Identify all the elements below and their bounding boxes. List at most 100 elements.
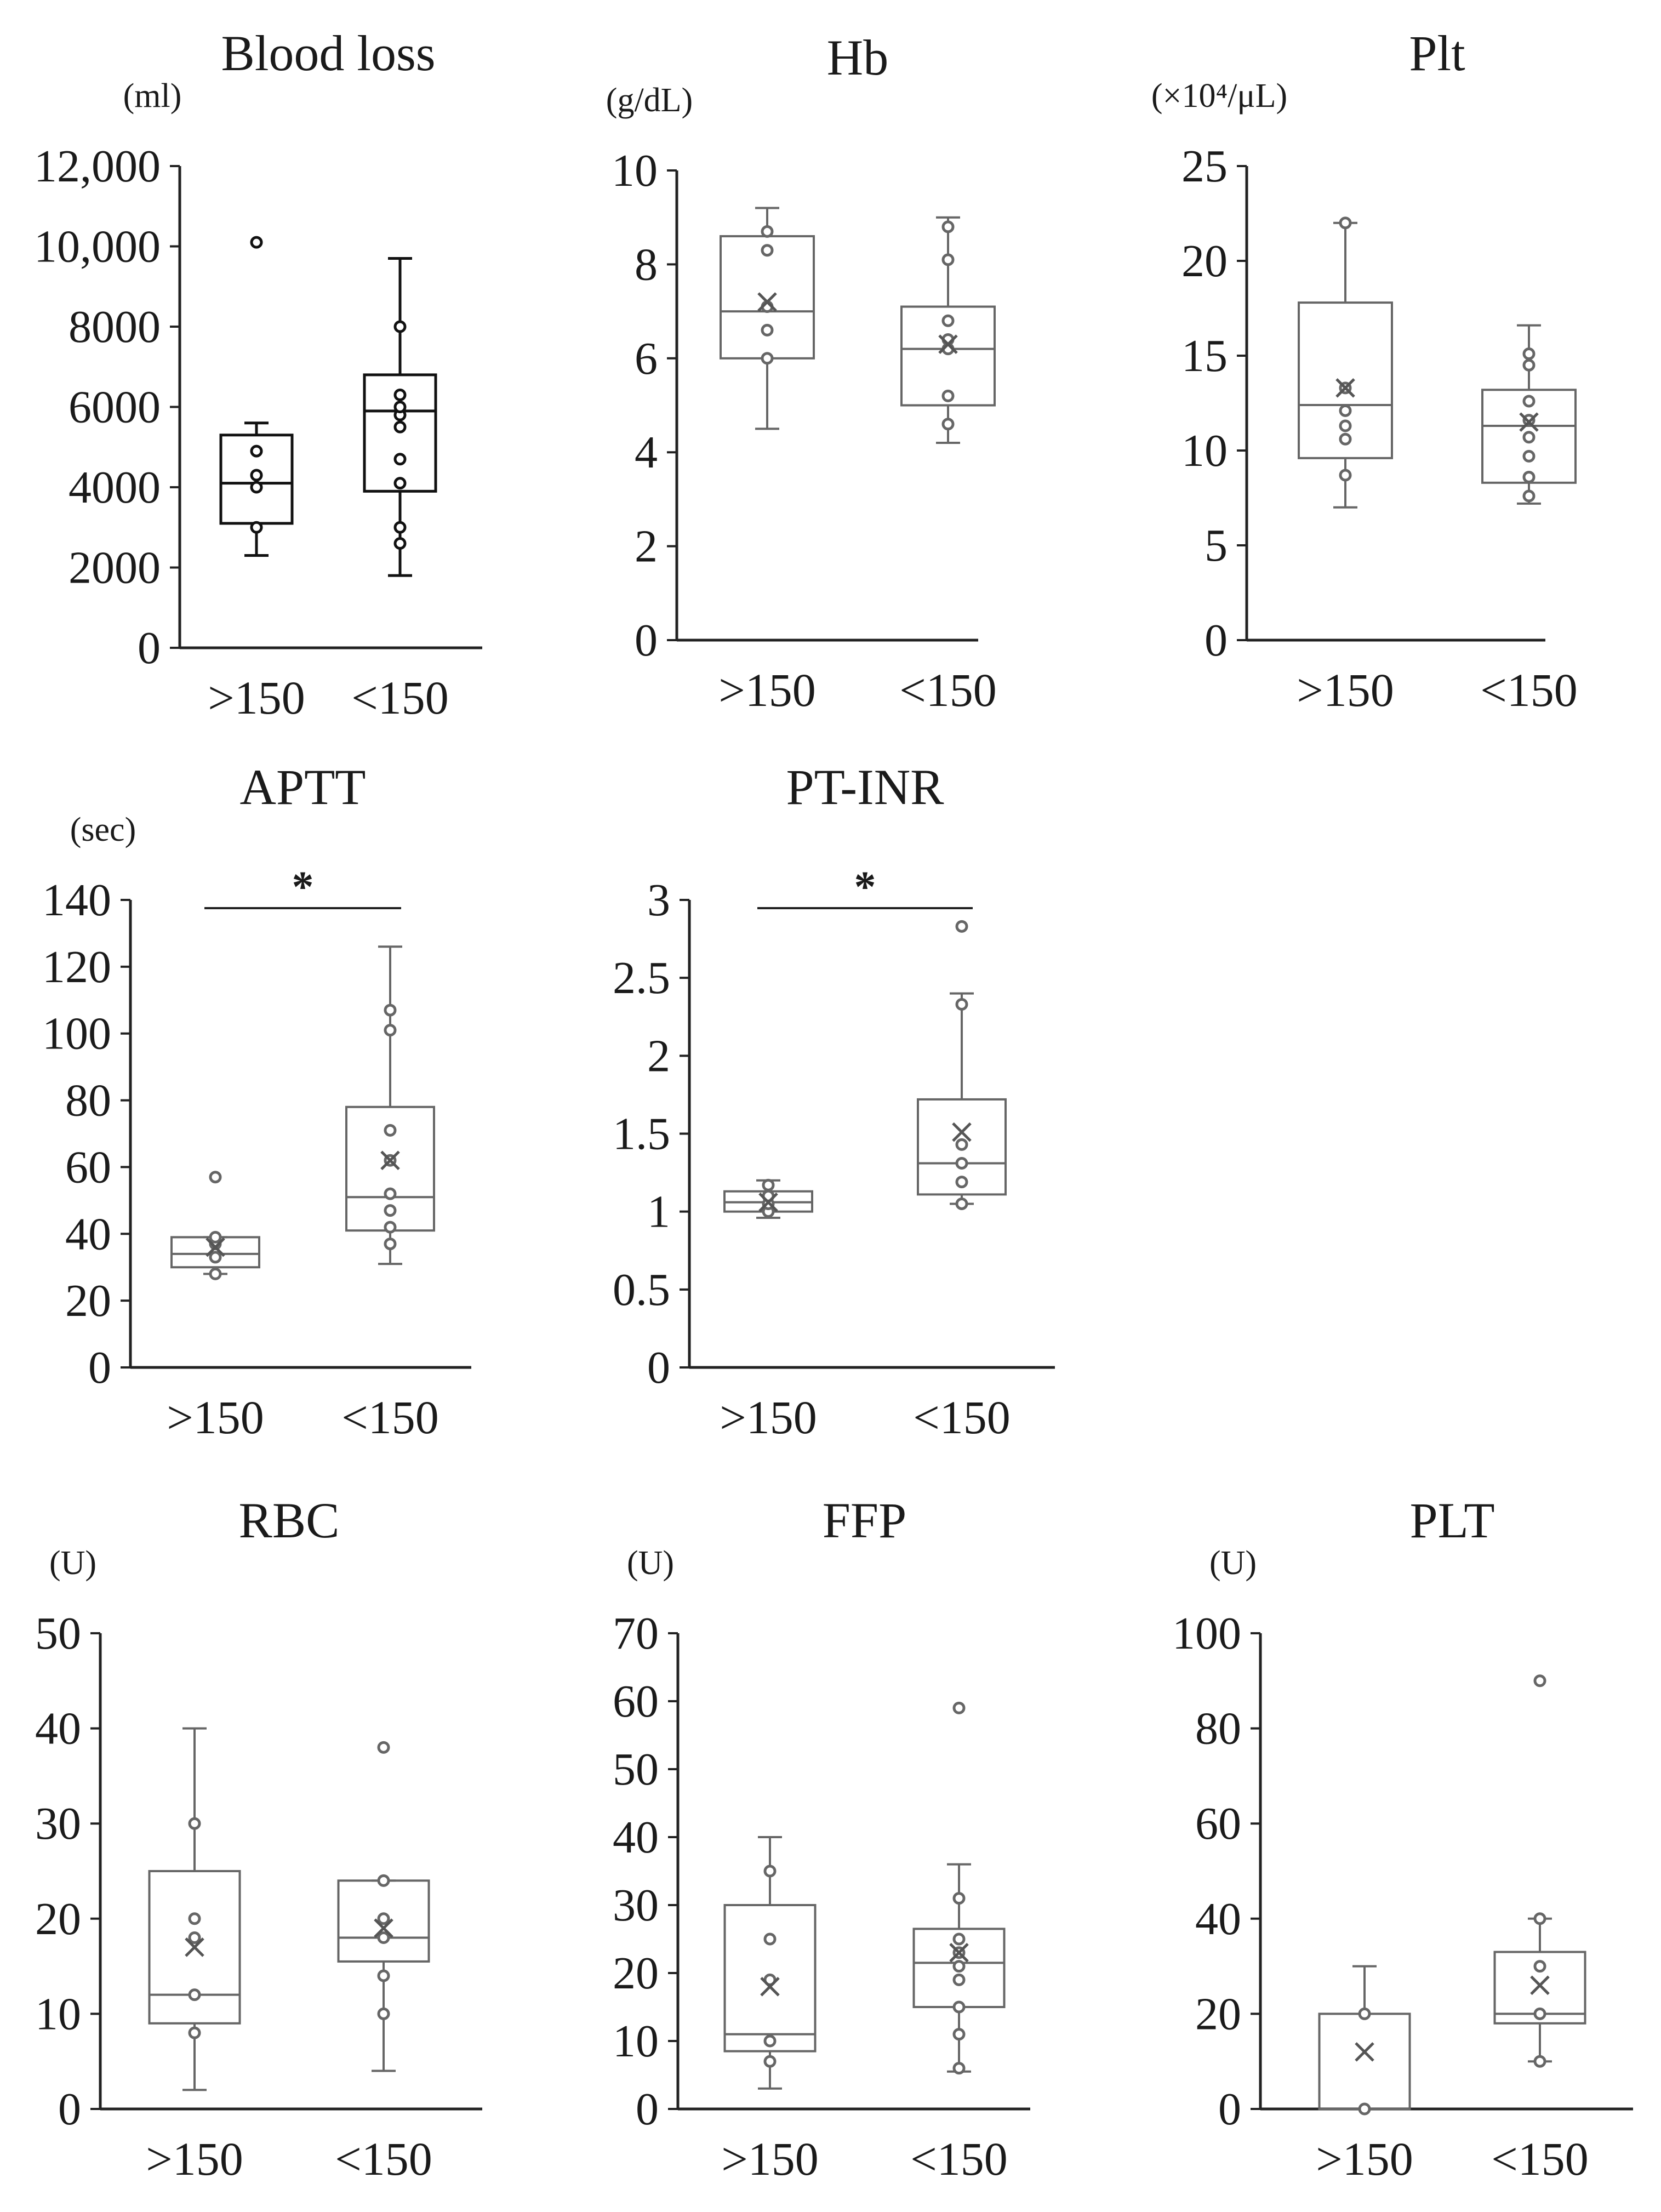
data-point	[955, 1176, 968, 1189]
x-tick-label: >150	[1297, 664, 1394, 716]
data-point	[1522, 347, 1536, 361]
x-tick-label: <150	[913, 1391, 1011, 1444]
data-point	[393, 401, 407, 413]
y-tick-label: 5	[1205, 520, 1228, 571]
data-point	[1339, 419, 1352, 432]
y-tick-label: 20	[65, 1275, 111, 1326]
data-point	[763, 2034, 777, 2048]
data-point	[761, 244, 774, 257]
data-point	[763, 2055, 777, 2068]
unit-label: (U)	[49, 1544, 96, 1582]
data-point	[209, 1171, 222, 1184]
y-tick-label: 3	[647, 875, 670, 926]
data-point	[763, 1865, 777, 1878]
data-point	[188, 1912, 201, 1925]
data-point	[1533, 2007, 1546, 2020]
box-group-1	[148, 1727, 241, 2091]
y-tick-label: 0.5	[613, 1264, 670, 1315]
data-point	[377, 1912, 390, 1925]
data-point	[377, 1931, 390, 1945]
y-tick-label: 60	[1195, 1798, 1241, 1849]
mean-marker	[938, 334, 958, 354]
significance-marker: *	[854, 863, 876, 911]
y-tick-label: 40	[1195, 1894, 1241, 1945]
data-point	[188, 1931, 201, 1945]
y-tick-label: 20	[1195, 1988, 1241, 2039]
x-tick-label: <150	[1491, 2133, 1589, 2185]
x-tick-label: >150	[208, 671, 305, 724]
data-point	[1358, 2102, 1371, 2116]
y-tick-label: 12,000	[34, 141, 161, 192]
y-tick-label: 20	[613, 1948, 659, 1999]
chart-panel-2: Hb (g/dL) 0 2 4 6 8 10 >150 <150	[606, 30, 997, 716]
chart-title: Plt	[1409, 25, 1465, 81]
unit-label: (ml)	[123, 77, 182, 115]
data-point	[952, 1701, 966, 1714]
y-tick-label: 8	[635, 239, 658, 290]
data-point	[209, 1251, 222, 1264]
y-tick-label: 25	[1181, 141, 1228, 192]
data-point	[393, 320, 407, 333]
y-tick-label: 10	[613, 2016, 659, 2067]
data-point	[188, 1817, 201, 1830]
unit-label: (sec)	[70, 811, 136, 848]
y-tick-label: 100	[42, 1008, 111, 1059]
data-point	[188, 2026, 201, 2039]
y-tick-label: 0	[138, 623, 161, 674]
data-point	[1522, 395, 1536, 408]
mean-marker	[1519, 412, 1539, 432]
data-point	[384, 1124, 397, 1137]
box-group-1	[170, 1171, 260, 1280]
x-tick-label: >150	[718, 664, 816, 716]
data-point	[209, 1267, 222, 1280]
data-point	[1358, 2007, 1371, 2020]
data-point	[1522, 431, 1536, 444]
data-point	[209, 1230, 222, 1244]
data-point	[1533, 2055, 1546, 2068]
box-group-1	[1318, 1965, 1411, 2116]
mean-marker	[206, 1237, 225, 1257]
data-point	[384, 1004, 397, 1017]
y-tick-label: 120	[42, 942, 111, 993]
y-tick-label: 0	[647, 1342, 670, 1393]
y-tick-label: 2000	[69, 543, 161, 594]
data-point	[250, 469, 263, 482]
x-tick-label: >150	[721, 2133, 819, 2185]
box-group-1	[723, 1178, 813, 1219]
data-point	[1339, 404, 1352, 417]
data-point	[393, 420, 407, 434]
data-point	[941, 314, 955, 327]
y-tick-label: 40	[65, 1208, 111, 1259]
box-iqr	[1298, 301, 1393, 459]
y-tick-label: 6000	[69, 382, 161, 433]
y-tick-label: 0	[635, 615, 658, 666]
x-tick-label: <150	[335, 2133, 432, 2185]
mean-marker	[758, 1192, 778, 1212]
chart-title: RBC	[238, 1492, 339, 1548]
y-tick-label: 50	[35, 1608, 81, 1659]
chart-panel-5: PT-INR 0 0.5 1 1.5 2 2.5 3 >150 <150 *	[613, 759, 1055, 1444]
y-tick-label: 50	[613, 1744, 659, 1795]
box-group-1	[720, 207, 815, 430]
x-tick-label: <150	[899, 664, 997, 716]
box-group-2	[345, 945, 435, 1265]
data-point	[377, 1741, 390, 1754]
chart-title: APTT	[240, 759, 366, 815]
x-tick-label: <150	[1480, 664, 1578, 716]
chart-title: PLT	[1409, 1492, 1494, 1548]
chart-title: Blood loss	[221, 25, 435, 81]
data-point	[952, 2062, 966, 2075]
chart-panel-3: Plt (×10⁴/μL) 0 5 10 15 20 25 >150 <150	[1151, 25, 1578, 716]
data-point	[377, 1874, 390, 1887]
unit-label: (U)	[1209, 1544, 1257, 1582]
data-point	[377, 1969, 390, 1982]
data-point	[250, 481, 263, 494]
data-point	[250, 444, 263, 458]
box-group-2	[900, 216, 996, 444]
box-iqr	[917, 1098, 1007, 1196]
x-tick-label: >150	[167, 1391, 264, 1444]
unit-label: (g/dL)	[606, 82, 693, 119]
box-group-1	[1298, 216, 1393, 509]
y-tick-label: 2.5	[613, 953, 670, 1004]
box-iqr	[1493, 1951, 1586, 2025]
